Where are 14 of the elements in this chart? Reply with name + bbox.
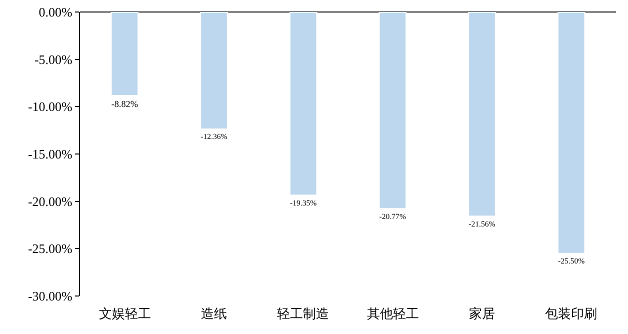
y-tick-label: 0.00% xyxy=(38,4,73,20)
x-tick-label: 文娱轻工 xyxy=(99,306,151,321)
y-tick-label: -15.00% xyxy=(28,146,73,162)
y-tick-label: -10.00% xyxy=(28,99,73,114)
x-tick-label: 造纸 xyxy=(201,306,227,321)
x-tick-label: 包装印刷 xyxy=(545,306,597,321)
x-tick-label: 其他轻工 xyxy=(367,306,419,321)
y-tick-label: -20.00% xyxy=(28,194,73,209)
x-tick-label: 家居 xyxy=(469,306,495,321)
y-tick-label: -5.00% xyxy=(34,52,73,67)
y-tick-label: -25.00% xyxy=(28,241,73,256)
data-label: -8.82% xyxy=(111,98,138,109)
y-tick-label: -30.00% xyxy=(28,288,73,304)
x-tick-label: 轻工制造 xyxy=(277,306,329,321)
